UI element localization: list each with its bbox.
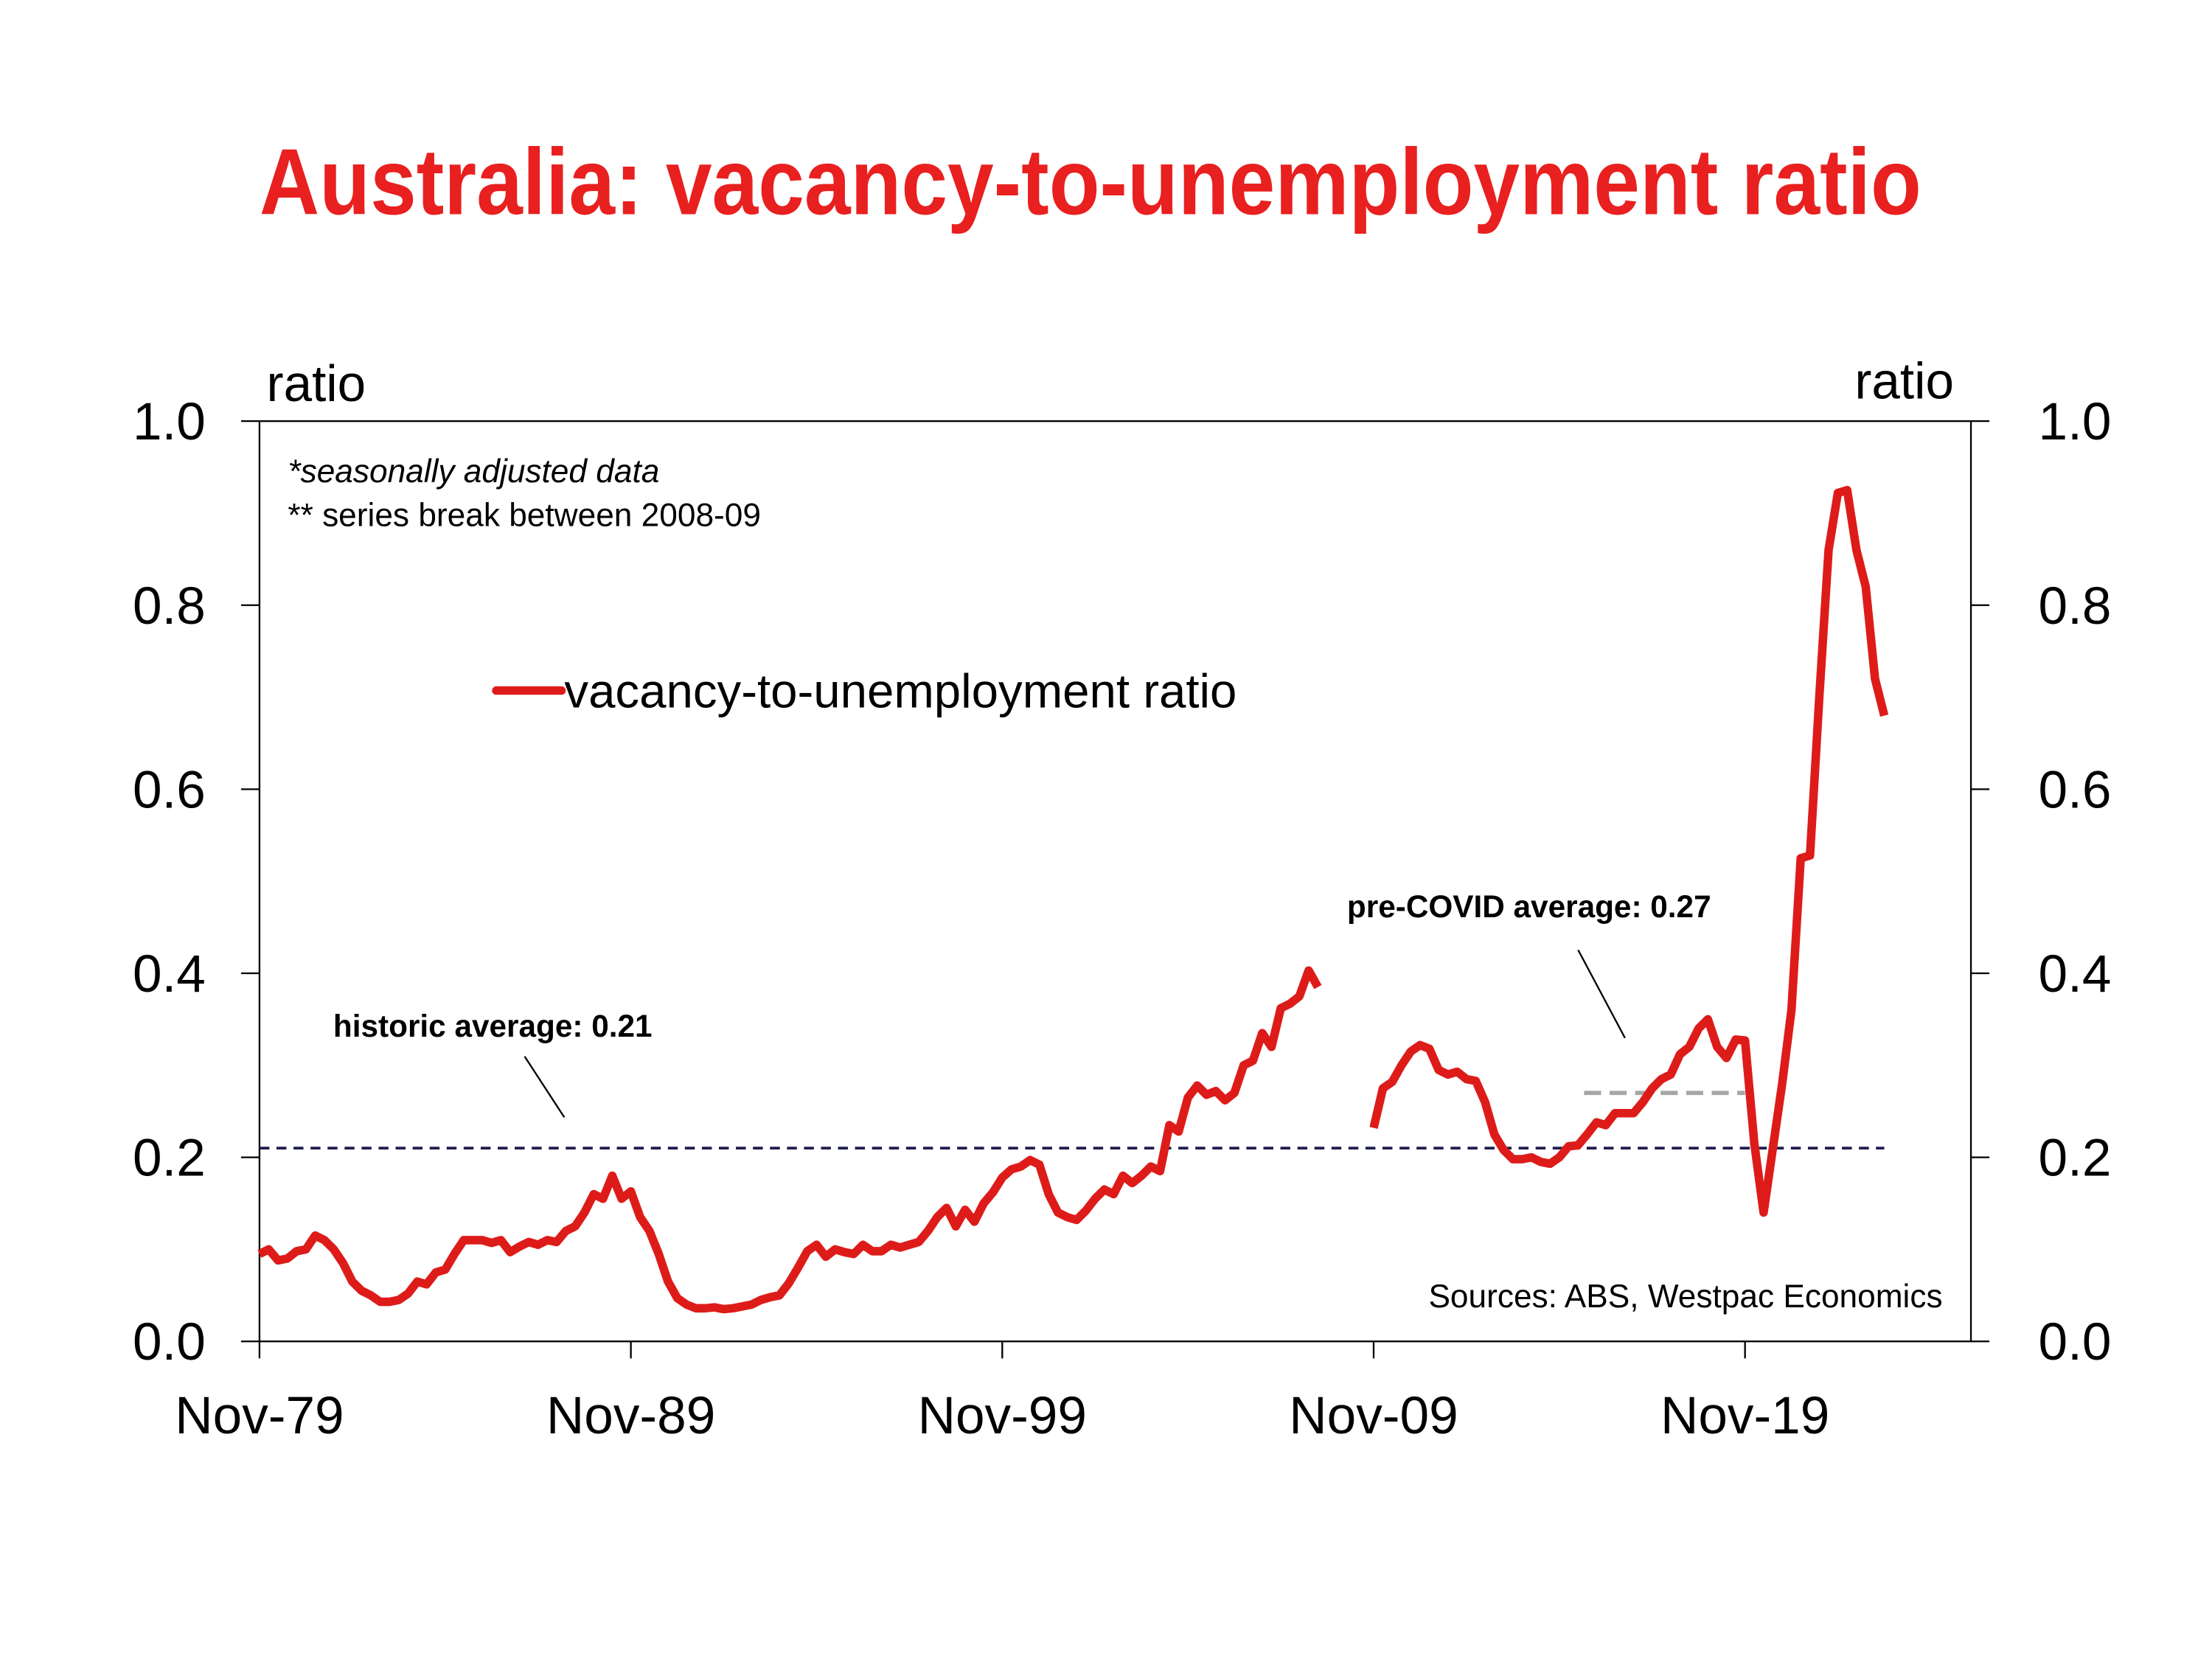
note: *seasonally adjusted data — [288, 453, 659, 490]
x-tick-label: Nov-19 — [1660, 1387, 1829, 1445]
legend-label: vacancy-to-unemployment ratio — [564, 664, 1237, 718]
y-tick-label: 0.8 — [133, 577, 206, 636]
annotation: historic average: 0.21 — [333, 1009, 653, 1043]
y-axis-label: ratio — [267, 355, 366, 412]
y2-tick-label: 0.8 — [2039, 577, 2112, 636]
y-tick-label: 0.2 — [133, 1130, 206, 1188]
y-tick-label: 0.0 — [133, 1313, 206, 1371]
y2-tick-label: 0.2 — [2039, 1130, 2112, 1188]
source: Sources: ABS, Westpac Economics — [1428, 1279, 1942, 1315]
data-line — [257, 485, 1889, 1314]
y-tick-label: 1.0 — [133, 393, 206, 451]
y2-tick-label: 0.0 — [2039, 1313, 2112, 1371]
y-tick-label: 0.6 — [133, 761, 206, 819]
note: ** series break between 2008-09 — [288, 497, 761, 533]
y-tick-label: 0.4 — [133, 945, 206, 1004]
plot-frame — [258, 420, 1972, 1343]
x-tick-label: Nov-89 — [546, 1387, 715, 1445]
annotation: pre-COVID average: 0.27 — [1347, 889, 1711, 924]
y2-tick-label: 0.6 — [2039, 761, 2112, 819]
y2-tick-label: 1.0 — [2039, 393, 2112, 451]
x-tick-label: Nov-09 — [1289, 1387, 1458, 1445]
y2-axis-label: ratio — [1854, 352, 1954, 409]
leader-line — [1577, 949, 1626, 1039]
leader-line — [524, 1056, 566, 1119]
x-tick-label: Nov-99 — [918, 1387, 1087, 1445]
x-tick-label: Nov-79 — [175, 1387, 344, 1445]
chart-title: Australia: vacancy-to-unemployment ratio — [260, 129, 1921, 234]
y2-tick-label: 0.4 — [2039, 945, 2112, 1004]
